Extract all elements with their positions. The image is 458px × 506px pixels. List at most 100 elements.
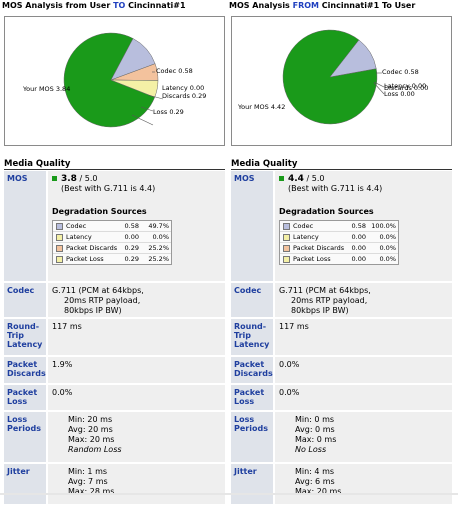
right-pie-label-codec: Codec 0.58	[382, 68, 419, 76]
right-swatch-icon	[283, 223, 290, 230]
left-panel-title: MOS Analysis from User TO Cincinnati#1	[2, 1, 186, 10]
left-swatch-icon	[56, 245, 63, 252]
right-jitter-max: Max: 20 ms	[295, 487, 342, 496]
left-panel: MOS Analysis from User TO Cincinnati#1 Y…	[2, 0, 226, 506]
right-media-quality-table: MOS 4.4 / 5.0 (Best with G.711 is 4.4) D…	[231, 171, 452, 506]
right-row-discards: Packet Discards 0.0%	[231, 357, 452, 385]
left-row-codec: Codec G.711 (PCM at 64kbps, 20ms RTP pay…	[4, 283, 225, 319]
left-row-rtt: Round-Trip Latency 117 ms	[4, 319, 225, 357]
right-codec-line: 20ms RTP payload,	[291, 296, 368, 305]
right-rtt-label: Round-Trip Latency	[231, 319, 275, 355]
right-jitter-min: Min: 4 ms	[295, 467, 335, 476]
right-mos-square-icon	[279, 176, 284, 181]
right-degradation-row: Packet Loss 0.00 0.0%	[280, 254, 398, 264]
left-row-discards: Packet Discards 1.9%	[4, 357, 225, 385]
left-jitter-min: Min: 1 ms	[68, 467, 108, 476]
left-jitter-max: Max: 28 ms	[68, 487, 115, 496]
left-pie-label-discards: Discards 0.29	[162, 92, 207, 100]
right-discards-value: 0.0%	[275, 357, 452, 383]
right-row-loss-periods: Loss Periods Min: 0 ms Avg: 0 ms Max: 0 …	[231, 412, 452, 464]
left-row-loss: Packet Loss 0.0%	[4, 385, 225, 412]
left-divider	[4, 169, 225, 170]
left-degradation-row: Packet Loss 0.29 25.2%	[53, 254, 171, 264]
right-pie-slice-codec	[329, 39, 377, 78]
left-jitter-label: Jitter	[4, 464, 48, 504]
right-loss-periods-note: No Loss	[295, 445, 327, 454]
left-mos-square-icon	[52, 176, 57, 181]
left-codec-label: Codec	[4, 283, 48, 317]
left-swatch-icon	[56, 223, 63, 230]
right-jitter-avg: Avg: 6 ms	[295, 477, 335, 486]
right-loss-periods-avg: Avg: 0 ms	[295, 425, 335, 434]
right-mos-value: 4.4	[288, 174, 304, 184]
left-loss-periods-note: Random Loss	[68, 445, 122, 454]
left-row-loss-periods: Loss Periods Min: 20 ms Avg: 20 ms Max: …	[4, 412, 225, 464]
right-media-quality-title: Media Quality	[231, 159, 298, 169]
left-pie-slice-loss	[110, 79, 159, 98]
right-mos-scale: / 5.0	[303, 174, 325, 183]
right-row-loss: Packet Loss 0.0%	[231, 385, 452, 412]
right-degradation-row: Latency 0.00 0.0%	[280, 232, 398, 243]
right-rtt-value: 117 ms	[275, 319, 452, 355]
left-loss-periods-avg: Avg: 20 ms	[68, 425, 113, 434]
left-degradation-title: Degradation Sources	[52, 207, 147, 216]
right-loss-periods-min: Min: 0 ms	[295, 415, 335, 424]
right-row-codec: Codec G.711 (PCM at 64kbps, 20ms RTP pay…	[231, 283, 452, 319]
right-mos-label: MOS	[231, 171, 275, 281]
left-loss-label: Packet Loss	[4, 385, 48, 410]
right-swatch-icon	[283, 256, 290, 263]
left-rtt-value: 117 ms	[48, 319, 225, 355]
left-media-quality-table: MOS 3.8 / 5.0 (Best with G.711 is 4.4) D…	[4, 171, 225, 506]
right-divider	[231, 169, 452, 170]
right-panel-title: MOS Analysis FROM Cincinnati#1 To User	[229, 1, 416, 10]
right-degradation-title: Degradation Sources	[279, 207, 374, 216]
right-mos-best: (Best with G.711 is 4.4)	[288, 184, 383, 193]
left-codec-line: 20ms RTP payload,	[64, 296, 141, 305]
left-media-quality-title: Media Quality	[4, 159, 71, 169]
left-loss-value: 0.0%	[48, 385, 225, 410]
left-degradation-row: Latency 0.00 0.0%	[53, 232, 171, 243]
right-codec-line: G.711 (PCM at 64kbps,	[279, 286, 371, 295]
left-codec-line: 80kbps IP BW)	[64, 306, 122, 315]
left-mos-scale: / 5.0	[76, 174, 98, 183]
right-swatch-icon	[283, 245, 290, 252]
left-degradation-table: Codec 0.58 49.7% Latency 0.00 0.0% Packet Di…	[52, 220, 172, 265]
left-pie-label-loss: Loss 0.29	[153, 108, 184, 116]
right-swatch-icon	[283, 234, 290, 241]
left-pie-label-codec: Codec 0.58	[156, 67, 193, 75]
right-degradation-row: Codec 0.58 100.0%	[280, 221, 398, 232]
right-row-rtt: Round-Trip Latency 117 ms	[231, 319, 452, 357]
right-pie-label-loss: Loss 0.00	[384, 90, 415, 98]
left-discards-value: 1.9%	[48, 357, 225, 383]
left-loss-periods-label: Loss Periods	[4, 412, 48, 462]
left-pie-label-mos: Your MOS 3.84	[23, 85, 71, 93]
right-degradation-row: Packet Discards 0.00 0.0%	[280, 243, 398, 254]
right-row-mos: MOS 4.4 / 5.0 (Best with G.711 is 4.4) D…	[231, 171, 452, 283]
bottom-rule	[0, 493, 458, 495]
left-loss-periods-max: Max: 20 ms	[68, 435, 115, 444]
left-mos-value: 3.8	[61, 174, 77, 184]
left-mos-pie-chart: Your MOS 3.84 Codec 0.58 Latency 0.00 Di…	[4, 16, 225, 146]
right-loss-label: Packet Loss	[231, 385, 275, 410]
right-pie-label-latency: Latency 0.00	[384, 82, 427, 90]
right-loss-periods-max: Max: 0 ms	[295, 435, 337, 444]
right-pie-label-discards: Discards 0.00	[384, 84, 429, 92]
left-swatch-icon	[56, 234, 63, 241]
right-mos-pie-chart: Your MOS 4.42 Codec 0.58 Latency 0.00 Di…	[231, 16, 452, 146]
left-pie-slice-mos	[63, 32, 156, 128]
left-pie-label-latency: Latency 0.00	[162, 84, 205, 92]
right-codec-label: Codec	[231, 283, 275, 317]
left-row-mos: MOS 3.8 / 5.0 (Best with G.711 is 4.4) D…	[4, 171, 225, 283]
left-jitter-avg: Avg: 7 ms	[68, 477, 108, 486]
left-pie-svg	[63, 32, 164, 128]
right-degradation-table: Codec 0.58 100.0% Latency 0.00 0.0% Packet D…	[279, 220, 399, 265]
left-mos-label: MOS	[4, 171, 48, 281]
left-degradation-row: Packet Discards 0.29 25.2%	[53, 243, 171, 254]
right-pie-svg	[282, 29, 385, 125]
right-loss-periods-label: Loss Periods	[231, 412, 275, 462]
left-mos-best: (Best with G.711 is 4.4)	[61, 184, 156, 193]
right-panel: MOS Analysis FROM Cincinnati#1 To User Y…	[229, 0, 453, 506]
left-codec-line: G.711 (PCM at 64kbps,	[52, 286, 144, 295]
right-pie-label-mos: Your MOS 4.42	[238, 103, 286, 111]
right-loss-value: 0.0%	[275, 385, 452, 410]
